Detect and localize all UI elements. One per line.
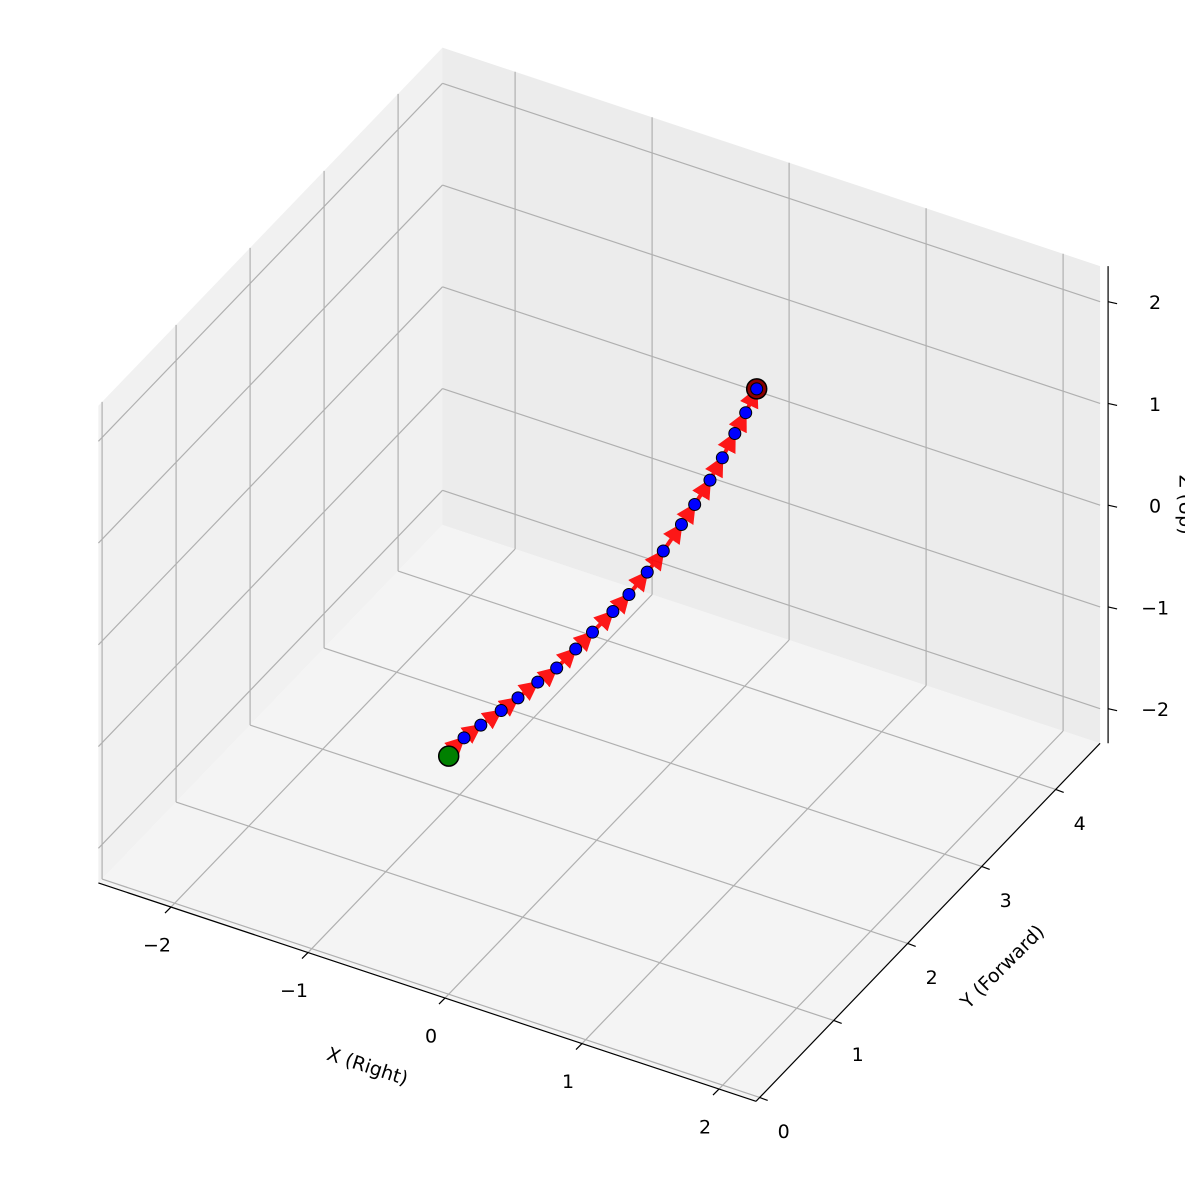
grid-line — [97, 184, 443, 544]
point — [739, 406, 753, 420]
tick-mark — [301, 952, 309, 959]
point — [511, 691, 525, 705]
grid-line — [175, 801, 834, 1022]
tick-mark — [164, 906, 172, 914]
point — [640, 565, 654, 579]
tick-mark — [712, 1088, 720, 1096]
tick-mark — [907, 942, 916, 948]
x-tick-label: −1 — [280, 980, 308, 1002]
tick-mark — [981, 865, 990, 871]
point — [474, 718, 488, 732]
y-tick-label: 0 — [778, 1121, 790, 1143]
tick-mark — [575, 1043, 583, 1050]
grid-line — [442, 184, 1101, 405]
point — [715, 451, 729, 465]
tick-mark — [1055, 788, 1064, 794]
axes: −2 −1 0 1 2 0 1 2 3 4 −2 −1 0 1 2 — [98, 266, 1169, 1143]
y-tick-label: 4 — [1074, 813, 1086, 835]
tick-mark — [833, 1019, 842, 1025]
point — [531, 675, 545, 689]
grid-line — [97, 286, 443, 646]
y-tick-label: 2 — [926, 967, 938, 989]
z-tick-label: 0 — [1149, 496, 1161, 518]
point — [688, 498, 702, 512]
tick-mark — [438, 997, 446, 1005]
y-axis-label: Y (Forward) — [956, 921, 1049, 1014]
grid-line — [581, 685, 927, 1044]
x-axis-label: X (Right) — [324, 1043, 411, 1090]
z-tick-label: −2 — [1141, 699, 1169, 721]
grid-line — [97, 489, 443, 849]
y-tick-label: 3 — [1000, 890, 1012, 912]
tick-mark — [759, 1096, 768, 1102]
z-axis-label: Z (Up) — [1175, 475, 1185, 535]
y-tick-label: 1 — [852, 1044, 864, 1066]
point — [750, 382, 764, 396]
point — [622, 587, 636, 601]
grid-line — [97, 388, 443, 748]
point — [494, 704, 508, 718]
z-tick-label: −1 — [1141, 597, 1169, 619]
grid-line — [718, 730, 1064, 1090]
point — [674, 518, 688, 532]
x-tick-label: −2 — [143, 935, 171, 957]
point — [703, 473, 717, 487]
tick-mark — [1107, 606, 1118, 610]
point — [728, 426, 742, 440]
x-tick-label: 0 — [425, 1026, 437, 1048]
tick-mark — [1107, 708, 1118, 712]
point — [656, 544, 670, 558]
z-tick-label: 2 — [1149, 292, 1161, 314]
tick-mark — [1107, 301, 1118, 305]
grid-line — [101, 878, 760, 1099]
start-point — [437, 745, 460, 767]
grid-line — [249, 724, 908, 945]
point — [606, 605, 620, 619]
x-axis-line — [98, 882, 757, 1102]
tick-mark — [1107, 504, 1118, 508]
marks — [437, 378, 768, 767]
y-axis-line — [755, 742, 1101, 1102]
x-tick-label: 2 — [699, 1117, 711, 1139]
panes — [98, 47, 1101, 1102]
grid-line — [442, 82, 1101, 303]
point — [569, 642, 583, 656]
point — [586, 625, 599, 639]
point — [457, 731, 471, 745]
point — [550, 661, 564, 675]
grid-line — [442, 286, 1101, 506]
floor-pane — [98, 524, 1101, 1102]
grid-line — [97, 82, 443, 442]
z-tick-label: 1 — [1149, 394, 1161, 416]
x-tick-label: 1 — [562, 1071, 574, 1093]
tick-mark — [1107, 402, 1118, 407]
